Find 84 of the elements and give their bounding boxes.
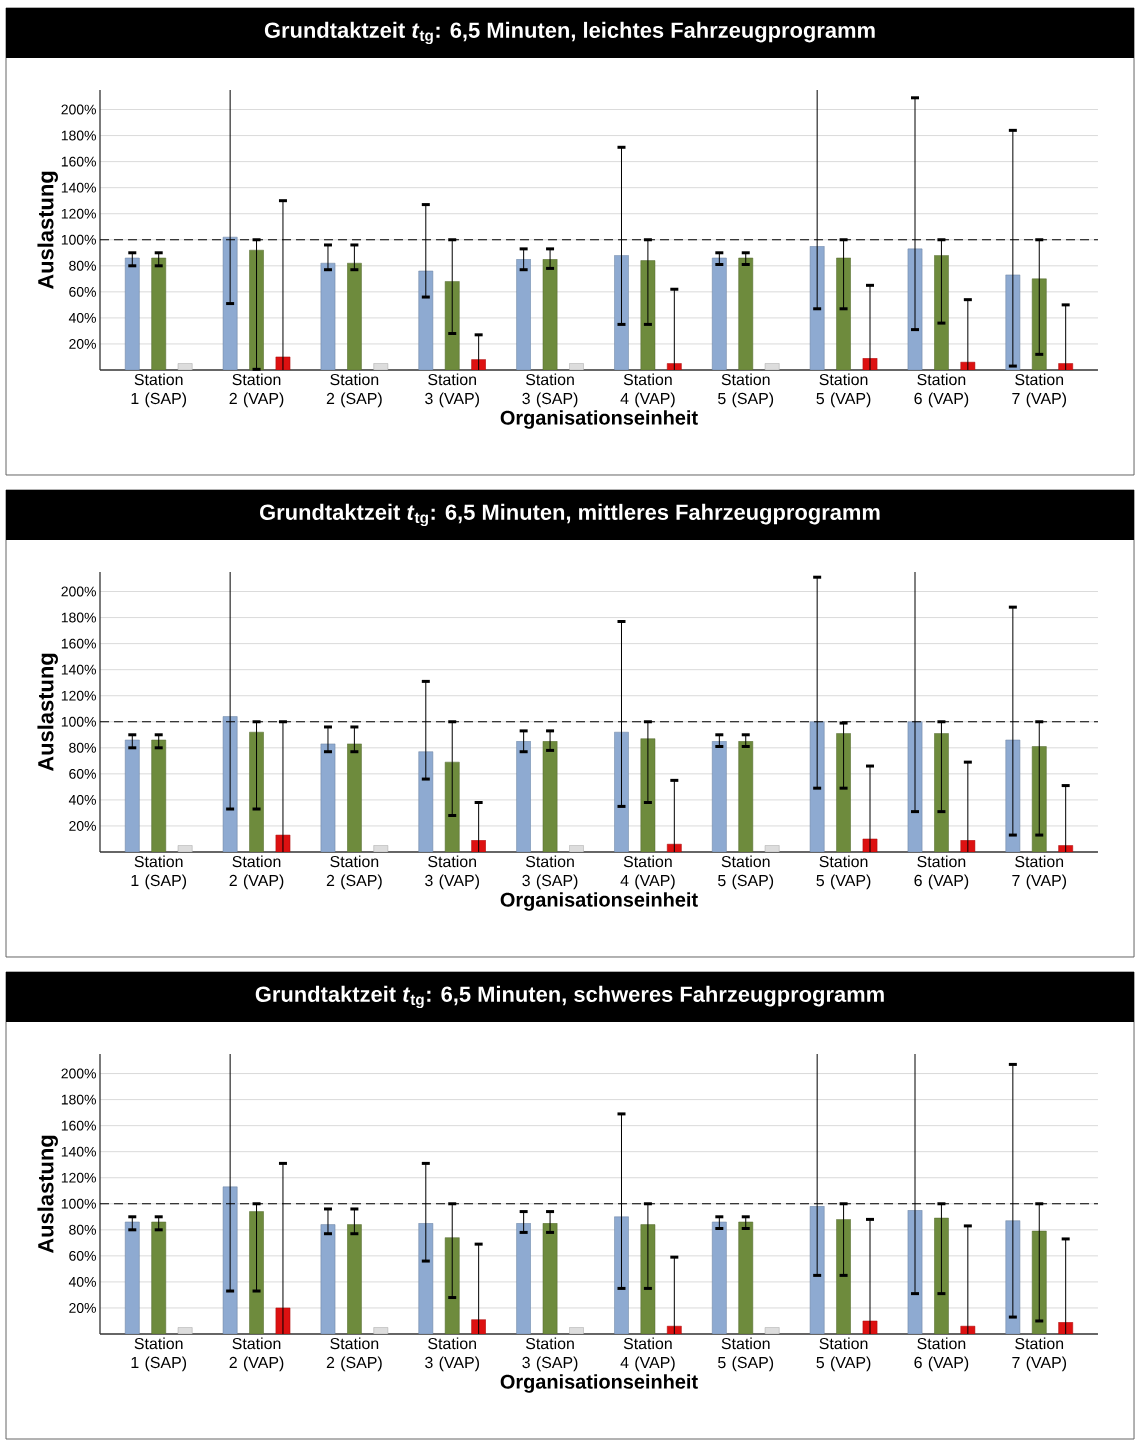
bar bbox=[471, 840, 486, 852]
x-tick-label: Station 2 (VAP) bbox=[229, 373, 284, 408]
x-tick-label: Station 7 (VAP) bbox=[1012, 373, 1067, 408]
x-axis-title: Organisationseinheit bbox=[500, 410, 698, 429]
x-tick-label: Station 3 (SAP) bbox=[522, 1337, 578, 1372]
y-tick-label: 40% bbox=[68, 794, 96, 805]
x-tick-label: Station 6 (VAP) bbox=[914, 855, 969, 890]
bar bbox=[516, 259, 531, 370]
x-tick-label: Station 2 (SAP) bbox=[326, 855, 382, 890]
y-tick-label: 180% bbox=[61, 1094, 96, 1105]
y-tick-label: 120% bbox=[61, 1172, 96, 1183]
x-tick-label: Station 5 (SAP) bbox=[718, 855, 774, 890]
bar bbox=[836, 733, 851, 852]
x-tick-label: Station 4 (VAP) bbox=[620, 855, 675, 890]
x-tick-label: Station 3 (VAP) bbox=[425, 855, 479, 890]
y-tick-label: 180% bbox=[61, 612, 96, 623]
x-tick-label: Station 4 (VAP) bbox=[620, 1337, 675, 1372]
x-tick-label: Station 5 (VAP) bbox=[816, 1337, 871, 1372]
x-tick-label: Station 1 (SAP) bbox=[131, 855, 187, 890]
x-tick-label: Station 7 (VAP) bbox=[1012, 1337, 1067, 1372]
y-tick-label: 120% bbox=[61, 690, 96, 701]
x-tick-label: Station 2 (VAP) bbox=[229, 855, 284, 890]
x-tick-label: Station 4 (VAP) bbox=[620, 373, 675, 408]
y-axis-title: Auslastung bbox=[37, 171, 58, 290]
bar bbox=[569, 363, 584, 370]
bar bbox=[320, 743, 336, 852]
x-tick-label: Station 5 (SAP) bbox=[718, 373, 774, 408]
y-tick-label: 20% bbox=[69, 821, 96, 831]
y-tick-label: 20% bbox=[69, 1303, 96, 1313]
y-tick-label: 200% bbox=[61, 586, 96, 597]
y-tick-label: 60% bbox=[69, 768, 96, 779]
bar bbox=[569, 845, 584, 852]
y-tick-label: 200% bbox=[61, 104, 96, 115]
y-tick-label: 20% bbox=[69, 338, 96, 349]
x-tick-label: Station 1 (SAP) bbox=[131, 1337, 187, 1372]
y-tick-label: 140% bbox=[61, 664, 96, 675]
chart-title: Grundtaktzeit t$_{tg}$: 6,5 Minuten, mittleres Fahrzeugprogramm bbox=[260, 503, 880, 527]
x-tick-label: Station 5 (VAP) bbox=[816, 373, 871, 408]
x-tick-label: Station 3 (VAP) bbox=[425, 1337, 479, 1372]
y-tick-label: 80% bbox=[69, 742, 96, 753]
x-tick-label: Station 6 (VAP) bbox=[914, 373, 969, 408]
chart-title: Grundtaktzeit t$_{tg}$: 6,5 Minuten, schweres Fahrzeugprogramm bbox=[255, 985, 884, 1009]
y-tick-label: 200% bbox=[61, 1068, 96, 1079]
x-tick-label: Station 2 (SAP) bbox=[326, 373, 382, 408]
y-tick-label: 140% bbox=[61, 182, 96, 193]
y-tick-label: 100% bbox=[61, 1198, 96, 1209]
y-tick-label: 80% bbox=[69, 260, 96, 271]
bar bbox=[542, 741, 558, 852]
y-tick-label: 160% bbox=[61, 1120, 96, 1131]
y-tick-label: 80% bbox=[69, 1224, 96, 1235]
x-axis-title: Organisationseinheit bbox=[500, 1374, 698, 1393]
y-tick-label: 60% bbox=[69, 286, 96, 297]
y-tick-label: 180% bbox=[61, 130, 96, 141]
x-axis-title: Organisationseinheit bbox=[500, 892, 698, 911]
bar bbox=[836, 257, 851, 370]
x-tick-label: Station 6 (VAP) bbox=[914, 1337, 969, 1372]
x-tick-label: Station 5 (SAP) bbox=[718, 1337, 774, 1372]
bar bbox=[516, 741, 531, 852]
x-tick-label: Station 3 (SAP) bbox=[522, 373, 578, 408]
y-tick-label: 100% bbox=[61, 234, 96, 245]
x-tick-label: Station 1 (SAP) bbox=[131, 373, 187, 408]
bar bbox=[614, 255, 629, 370]
y-tick-label: 60% bbox=[69, 1250, 96, 1261]
bar bbox=[347, 743, 362, 852]
y-tick-label: 160% bbox=[61, 638, 96, 649]
bar bbox=[934, 255, 949, 370]
x-tick-label: Station 5 (VAP) bbox=[816, 855, 871, 890]
y-tick-label: 40% bbox=[68, 1276, 96, 1287]
chart-title: Grundtaktzeit t$_{tg}$: 6,5 Minuten, leichtes Fahrzeugprogramm bbox=[264, 21, 875, 45]
x-tick-label: Station 2 (SAP) bbox=[326, 1337, 382, 1372]
x-tick-label: Station 2 (VAP) bbox=[229, 1337, 284, 1372]
y-tick-label: 100% bbox=[61, 716, 96, 727]
bar bbox=[934, 733, 949, 852]
y-tick-label: 120% bbox=[61, 208, 96, 219]
x-tick-label: Station 3 (VAP) bbox=[425, 373, 479, 408]
y-tick-label: 140% bbox=[61, 1146, 96, 1157]
bar bbox=[542, 259, 558, 370]
y-axis-title: Auslastung bbox=[37, 653, 58, 772]
x-tick-label: Station 3 (SAP) bbox=[522, 855, 578, 890]
x-tick-label: Station 7 (VAP) bbox=[1012, 855, 1067, 890]
y-tick-label: 40% bbox=[68, 312, 96, 323]
y-tick-label: 160% bbox=[61, 156, 96, 167]
y-axis-title: Auslastung bbox=[37, 1135, 58, 1254]
bar bbox=[471, 359, 486, 370]
